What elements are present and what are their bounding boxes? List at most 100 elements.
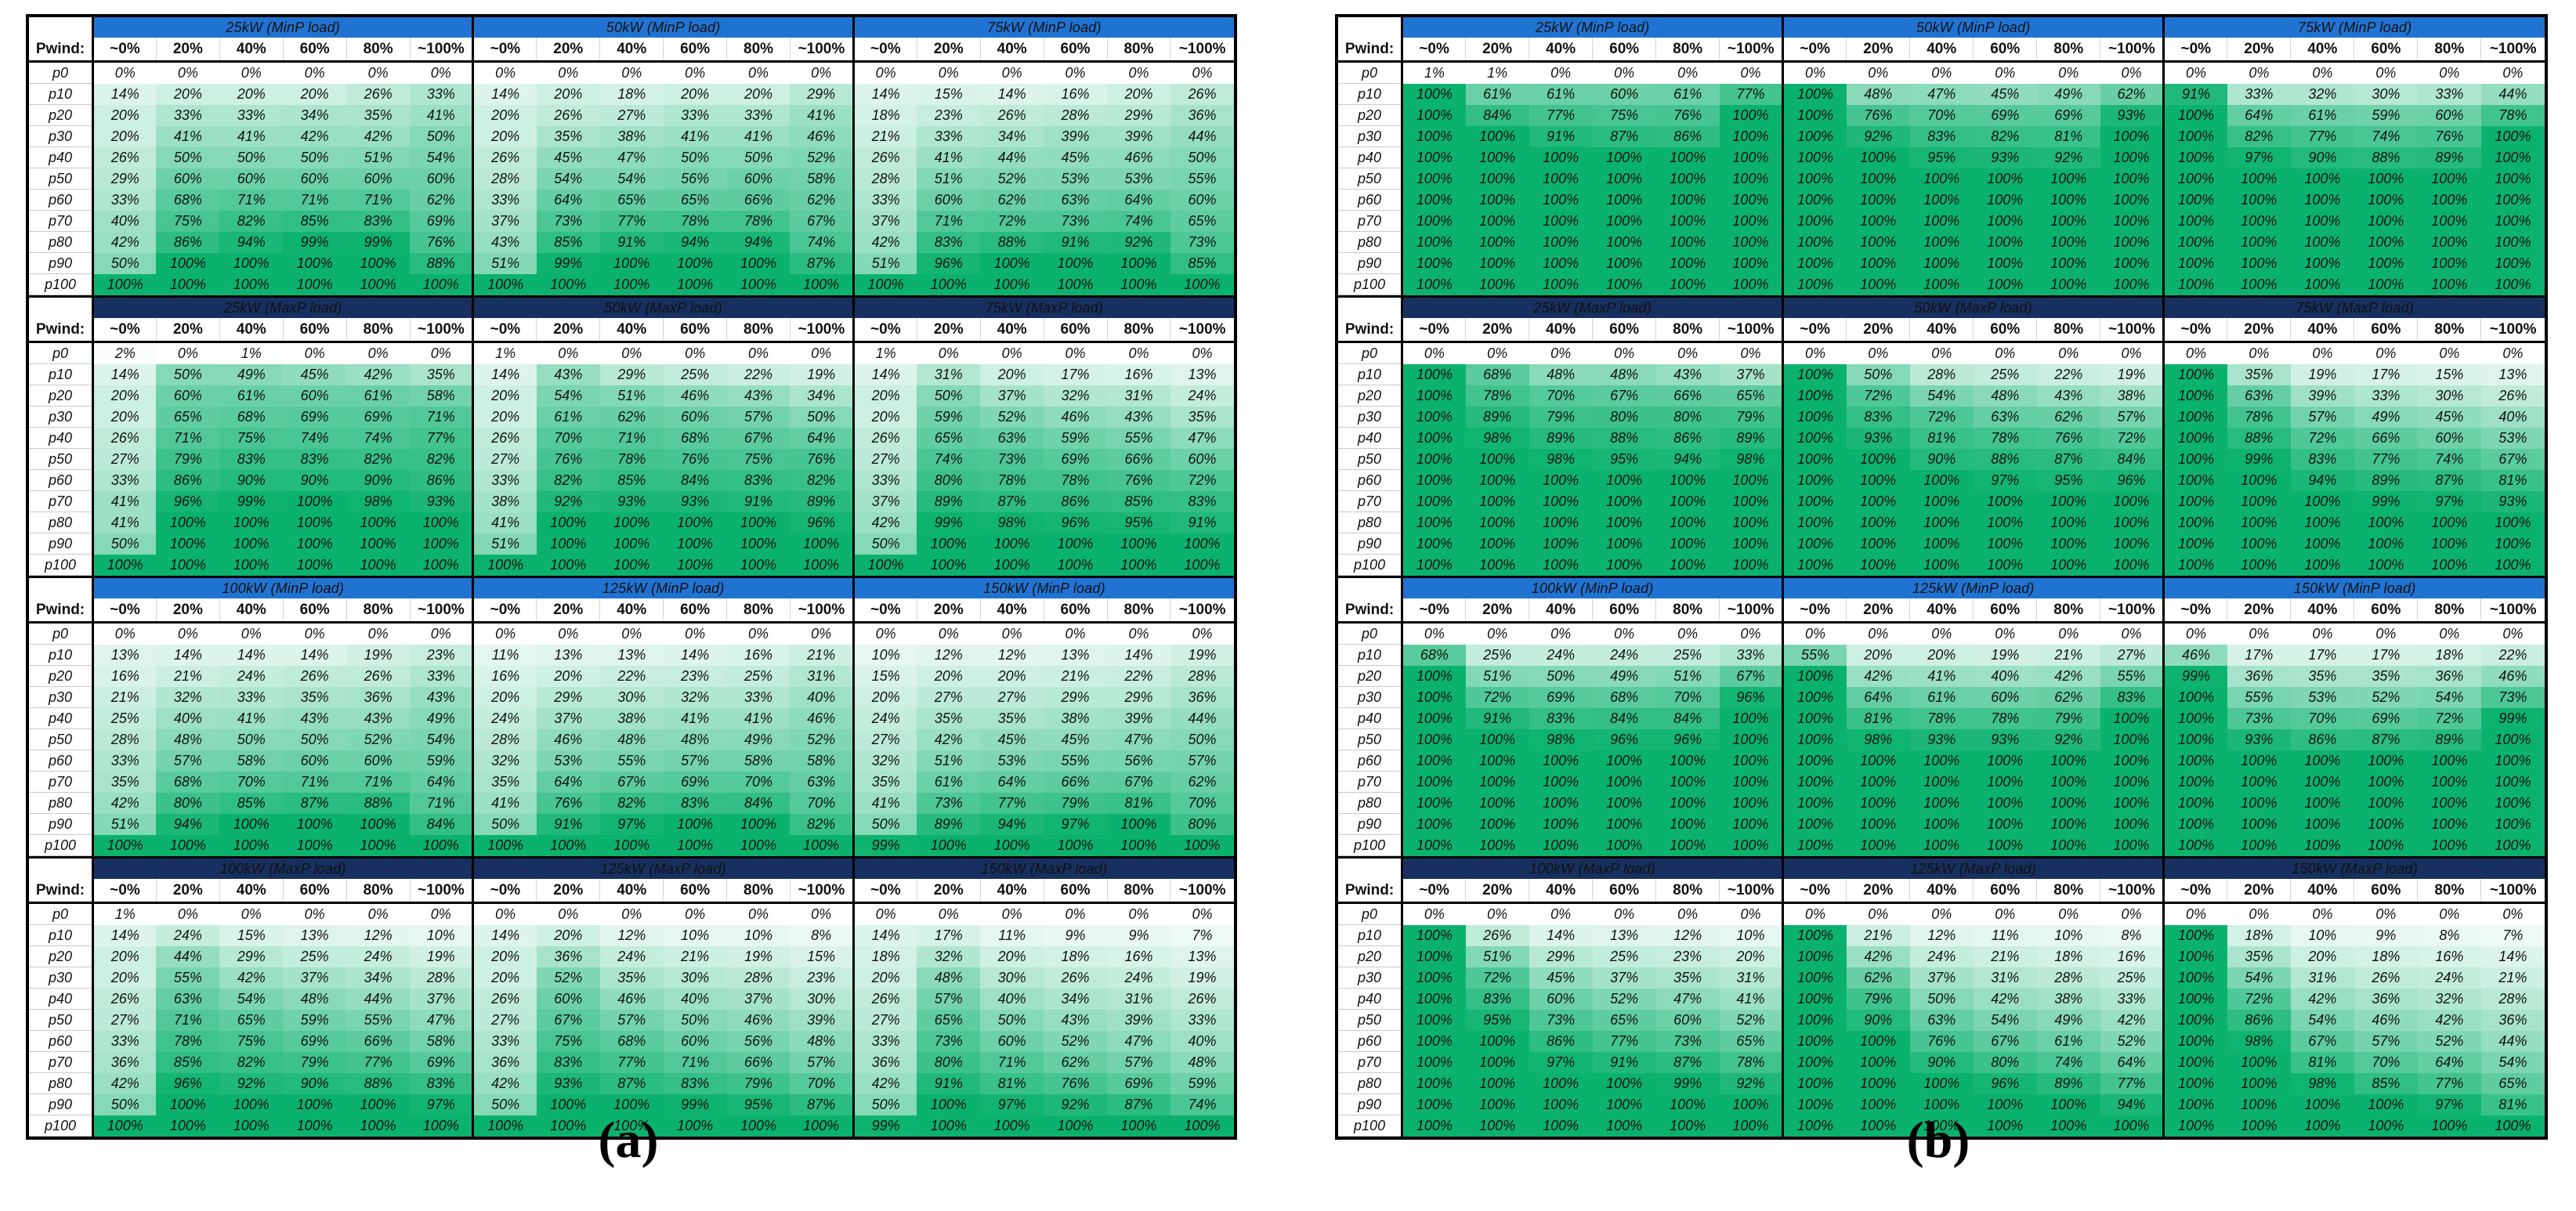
heat-cell: 100% (283, 490, 347, 512)
heat-cell: 82% (536, 469, 600, 491)
heat-cell: 97% (2227, 146, 2291, 168)
heat-cell: 24% (2417, 967, 2481, 989)
heat-cell: 100% (2036, 792, 2100, 814)
heat-cell: 78% (2480, 104, 2545, 126)
heat-cell: 100% (1719, 1115, 1783, 1137)
heat-cell: 72% (2100, 427, 2164, 449)
heat-cell: 100% (1592, 168, 1656, 190)
heat-cell: 100% (1107, 834, 1170, 856)
heat-cell: 100% (2353, 813, 2418, 835)
col-header: 60% (282, 318, 347, 343)
heat-cell: 82% (346, 448, 411, 470)
heat-cell: 96% (790, 512, 854, 533)
heat-cell: 51% (852, 252, 917, 274)
heat-cell: 47% (1909, 83, 1974, 105)
heat-cell: 76% (790, 448, 854, 470)
heat-cell: 100% (1973, 813, 2037, 835)
heat-cell: 62% (2100, 83, 2164, 105)
heat-cell: 76% (1655, 104, 1720, 126)
heat-cell: 50% (219, 146, 284, 168)
heat-cell: 44% (2480, 83, 2545, 105)
heat-cell: 83% (2290, 448, 2354, 470)
col-header: 60% (1043, 318, 1107, 343)
heat-cell: 100% (1465, 490, 1529, 512)
heat-cell: 91% (917, 1072, 981, 1094)
heat-cell: 43% (726, 385, 791, 407)
heat-cell: 100% (2290, 168, 2354, 190)
heatmap-row: p30 100% 72% 69% 68% 70% 96% 100% 64% 61% 60% 62% 83… (1338, 686, 2545, 708)
heat-cell: 100% (1044, 1115, 1107, 1137)
row-label: p50 (1338, 1009, 1402, 1031)
table-title: 125kW (MaxP load) (472, 857, 854, 879)
heat-cell: 83% (726, 469, 791, 491)
heat-cell: 33% (663, 104, 727, 126)
heatmap-row: p60 33% 68% 71% 71% 71% 62% 33% 64% 65% 65% 66% 62% 3… (29, 189, 1234, 211)
heat-cell: 100% (536, 1115, 600, 1137)
heat-cell: 0% (917, 61, 981, 84)
heat-cell: 38% (2100, 385, 2164, 407)
heat-cell: 17% (2353, 363, 2418, 385)
heat-cell: 100% (1782, 967, 1847, 989)
heat-cell: 0% (2036, 622, 2100, 645)
col-header: 80% (2036, 38, 2100, 63)
heat-cell: 100% (1401, 1094, 1466, 1115)
heat-cell: 100% (2162, 988, 2227, 1010)
row-label: p50 (1338, 448, 1402, 470)
col-header: 60% (2353, 318, 2418, 343)
heat-cell: 0% (790, 902, 854, 925)
heat-cell: 54% (2417, 686, 2481, 708)
heat-cell: 100% (1782, 146, 1847, 168)
col-header: 80% (1106, 598, 1170, 624)
heat-cell: 0% (410, 902, 473, 925)
heat-cell: 100% (1529, 750, 1593, 772)
row-label: p80 (1338, 231, 1402, 253)
heat-cell: 14% (92, 924, 157, 946)
heat-cell: 69% (283, 1030, 347, 1052)
col-header: 40% (219, 598, 284, 624)
heat-cell: 20% (852, 385, 917, 407)
row-label: p0 (1338, 61, 1402, 84)
heat-cell: 100% (2036, 273, 2100, 295)
heat-cell: 100% (1909, 210, 1974, 232)
heat-cell: 100% (1782, 771, 1847, 793)
heat-cell: 35% (1170, 406, 1234, 428)
heat-cell: 0% (410, 622, 473, 645)
heat-cell: 0% (2227, 902, 2291, 925)
heat-cell: 100% (917, 554, 981, 576)
heat-cell: 100% (1401, 967, 1466, 989)
heat-cell: 74% (917, 448, 981, 470)
heat-cell: 100% (1909, 252, 1974, 274)
heat-cell: 26% (852, 427, 917, 449)
row-label: p20 (29, 104, 93, 126)
heat-cell: 100% (1401, 1072, 1466, 1094)
table-title: 75kW (MaxP load) (852, 296, 1234, 318)
heat-cell: 74% (2036, 1051, 2100, 1073)
heat-cell: 40% (2480, 406, 2545, 428)
heat-cell: 100% (219, 1115, 284, 1137)
col-header: 20% (2227, 38, 2291, 63)
heat-cell: 26% (980, 104, 1044, 126)
heat-cell: 100% (1846, 771, 1910, 793)
heat-cell: 100% (2417, 189, 2481, 211)
table-title: 100kW (MinP load) (91, 577, 473, 598)
heatmap-row: p10 100% 26% 14% 13% 12% 10% 100% 21% 12% 11% 10% 8%… (1338, 924, 2545, 946)
heat-cell: 80% (1592, 406, 1656, 428)
heat-cell: 0% (2162, 61, 2227, 84)
heat-cell: 49% (219, 363, 284, 385)
heat-cell: 87% (283, 792, 347, 814)
heat-cell: 0% (663, 902, 727, 925)
heat-cell: 100% (663, 533, 727, 555)
heat-cell: 20% (92, 945, 157, 967)
heat-cell: 0% (2353, 622, 2418, 645)
heat-cell: 26% (346, 83, 411, 105)
heat-cell: 0% (726, 622, 791, 645)
row-label: p100 (29, 554, 93, 576)
heat-cell: 100% (1655, 771, 1720, 793)
heat-cell: 33% (92, 469, 157, 491)
col-header: ~0% (92, 318, 157, 343)
heat-cell: 100% (1973, 490, 2037, 512)
heat-cell: 35% (536, 125, 600, 147)
heat-cell: 74% (790, 231, 854, 253)
heat-cell: 100% (2036, 168, 2100, 190)
heatmap-row: p20 100% 51% 50% 49% 51% 67% 100% 42% 41% 40% 42% 55… (1338, 665, 2545, 687)
